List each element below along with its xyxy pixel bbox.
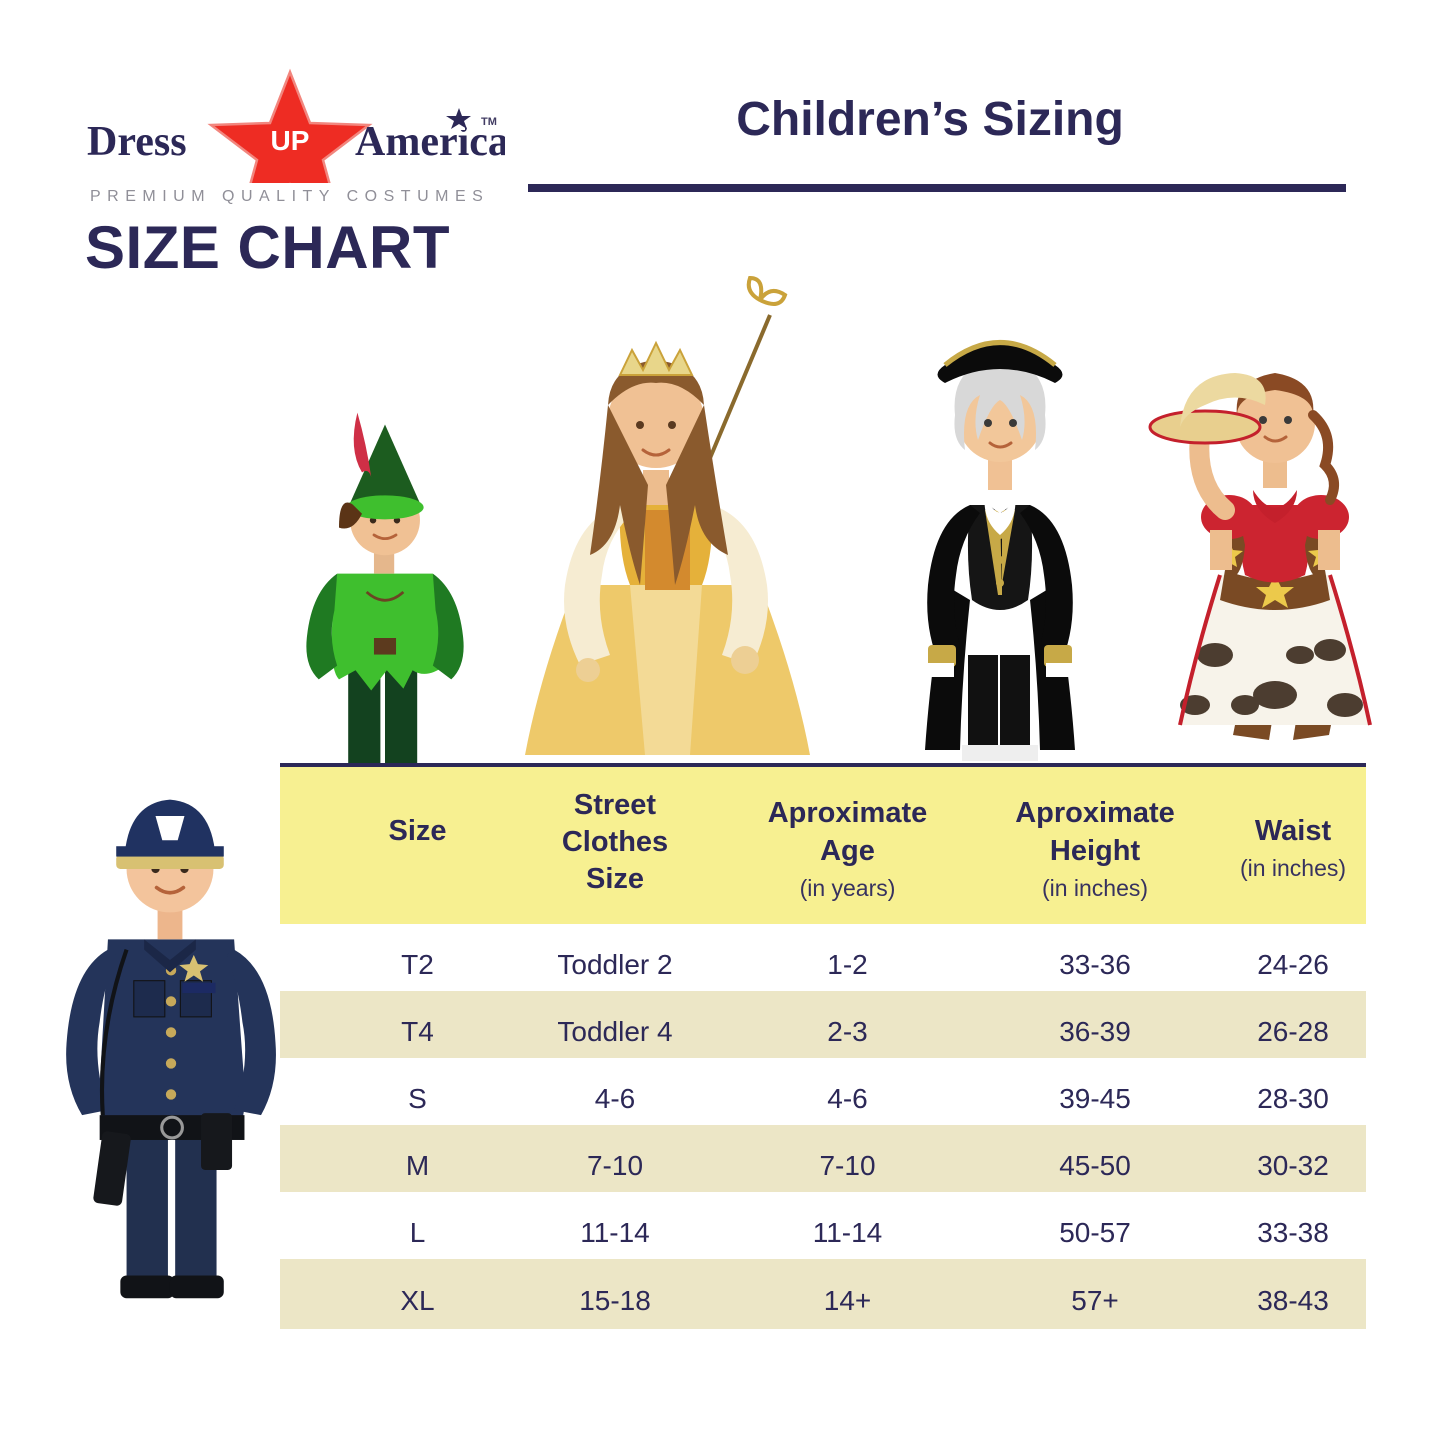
svg-text:TM: TM — [481, 116, 497, 128]
svg-text:Dress: Dress — [87, 119, 187, 165]
svg-text:UP: UP — [271, 125, 310, 156]
